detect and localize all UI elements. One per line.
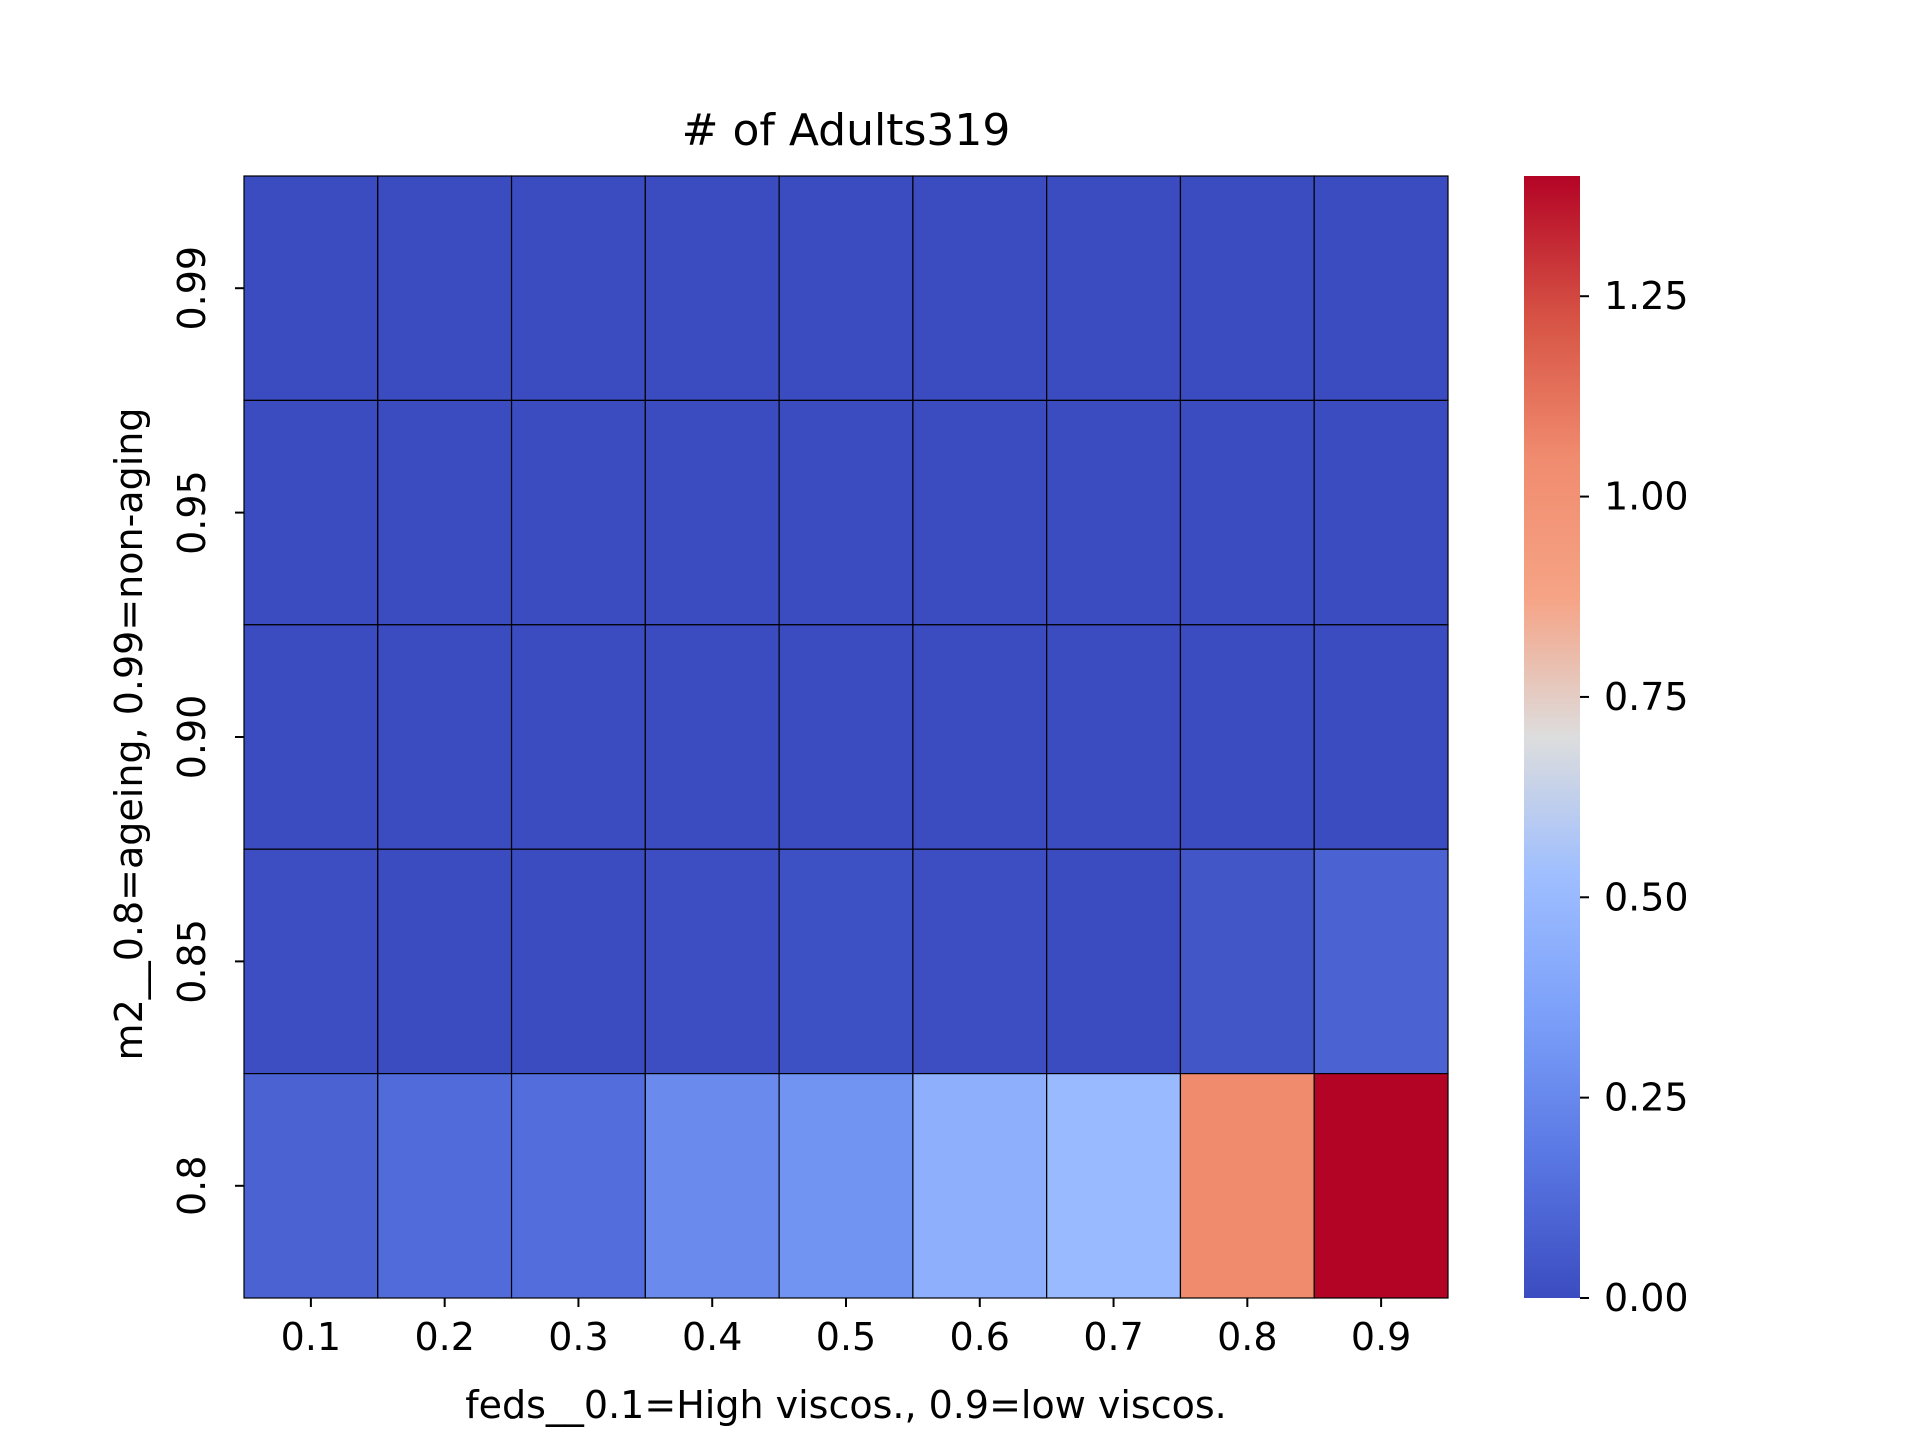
- heatmap-cell: [912, 624, 1048, 850]
- heatmap-cell: [243, 175, 379, 401]
- x-tick-label: 0.6: [950, 1315, 1010, 1359]
- x-tick-label: 0.7: [1083, 1315, 1143, 1359]
- heatmap-cell: [510, 624, 646, 850]
- heatmap-cell: [644, 175, 780, 401]
- heatmap-cells: [243, 175, 1449, 1299]
- y-axis: 0.99 0.95 0.90 0.85 0.8: [170, 246, 244, 1216]
- y-tick-label: 0.99: [170, 246, 214, 331]
- heatmap-cell: [1179, 1072, 1315, 1299]
- heatmap-cell: [1179, 175, 1315, 401]
- heatmap-cell: [1046, 399, 1182, 626]
- heatmap-cell: [510, 175, 646, 401]
- heatmap-cell: [1313, 848, 1449, 1075]
- heatmap-cell: [778, 624, 914, 850]
- heatmap-cell: [1313, 399, 1449, 626]
- y-axis-label: m2__0.8=ageing, 0.99=non-aging: [107, 408, 151, 1061]
- heatmap-cell: [243, 624, 379, 850]
- colorbar-tick-label: 1.00: [1604, 475, 1689, 519]
- heatmap-cell: [1046, 624, 1182, 850]
- colorbar-tick-label: 0.75: [1604, 675, 1689, 719]
- heatmap-cell: [1046, 848, 1182, 1075]
- heatmap-cell: [1046, 1072, 1182, 1299]
- heatmap-cell: [1313, 175, 1449, 401]
- x-tick-label: 0.5: [816, 1315, 876, 1359]
- colorbar-tick-label: 0.00: [1604, 1276, 1689, 1320]
- heatmap-cell: [778, 848, 914, 1075]
- y-tick-label: 0.90: [170, 695, 214, 780]
- heatmap-cell: [912, 848, 1048, 1075]
- heatmap-cell: [644, 1072, 780, 1299]
- heatmap-cell: [644, 399, 780, 626]
- heatmap-cell: [510, 848, 646, 1075]
- heatmap-cell: [510, 1072, 646, 1299]
- x-tick-label: 0.3: [548, 1315, 608, 1359]
- x-tick-label: 0.9: [1351, 1315, 1411, 1359]
- heatmap-cell: [1179, 624, 1315, 850]
- heatmap-cell: [243, 399, 379, 626]
- y-tick-label: 0.8: [170, 1156, 214, 1216]
- heatmap-cell: [377, 848, 513, 1075]
- y-tick-label: 0.95: [170, 470, 214, 555]
- heatmap-cell: [377, 1072, 513, 1299]
- x-axis-label: feds__0.1=High viscos., 0.9=low viscos.: [465, 1383, 1226, 1427]
- heatmap-cell: [377, 175, 513, 401]
- heatmap-cell: [1179, 848, 1315, 1075]
- heatmap-cell: [510, 399, 646, 626]
- x-tick-label: 0.8: [1217, 1315, 1277, 1359]
- heatmap-cell: [644, 848, 780, 1075]
- x-tick-label: 0.2: [414, 1315, 474, 1359]
- colorbar-tick-label: 0.50: [1604, 875, 1689, 919]
- heatmap-cell: [1179, 399, 1315, 626]
- colorbar-tick-label: 0.25: [1604, 1076, 1689, 1120]
- heatmap-cell: [912, 175, 1048, 401]
- heatmap-cell: [778, 1072, 914, 1299]
- heatmap-cell: [778, 399, 914, 626]
- colorbar-axis: 0.00 0.25 0.50 0.75 1.00 1.25: [1580, 274, 1689, 1320]
- x-tick-label: 0.1: [281, 1315, 341, 1359]
- heatmap-cell: [377, 399, 513, 626]
- colorbar-tick-label: 1.25: [1604, 274, 1689, 318]
- heatmap-cell: [644, 624, 780, 850]
- heatmap-cell: [243, 1072, 379, 1299]
- x-tick-label: 0.4: [682, 1315, 742, 1359]
- heatmap-cell: [912, 1072, 1048, 1299]
- chart-title: # of Adults319: [682, 105, 1011, 156]
- y-tick-label: 0.85: [170, 919, 214, 1004]
- heatmap-cell: [778, 175, 914, 401]
- heatmap-cell: [912, 399, 1048, 626]
- colorbar: [1524, 176, 1580, 1298]
- heatmap-cell: [243, 848, 379, 1075]
- x-axis: 0.1 0.2 0.3 0.4 0.5 0.6 0.7 0.8 0.9: [281, 1298, 1411, 1359]
- heatmap-cell: [1313, 1072, 1449, 1299]
- heatmap-cell: [1046, 175, 1182, 401]
- heatmap-cell: [377, 624, 513, 850]
- heatmap-cell: [1313, 624, 1449, 850]
